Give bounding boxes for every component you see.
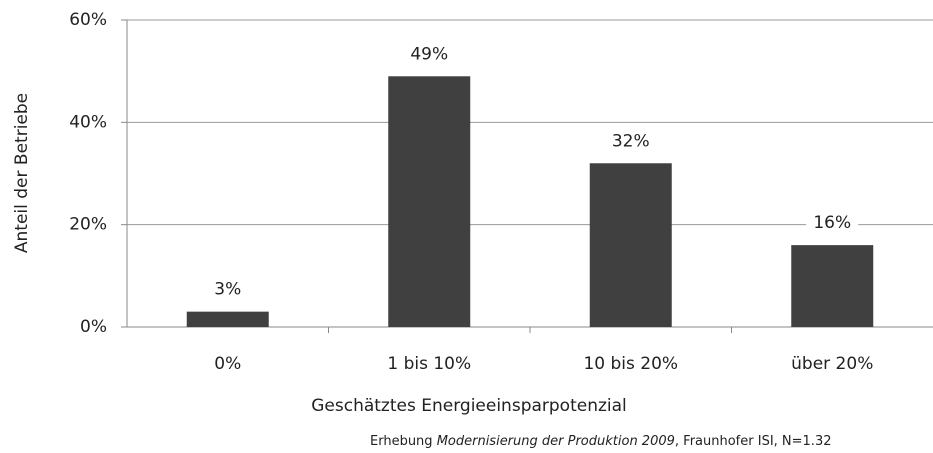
- data-label-bg: [806, 211, 859, 236]
- data-label-bg: [604, 129, 657, 154]
- bar: [186, 311, 269, 327]
- bar: [388, 76, 471, 328]
- x-tick-label: über 20%: [791, 354, 873, 374]
- source-text: , Fraunhofer ISI, N=1.32: [675, 434, 832, 449]
- data-label: 16%: [813, 213, 851, 233]
- x-tick-label: 0%: [214, 354, 241, 374]
- data-label: 32%: [612, 131, 650, 151]
- x-tick-label: 10 bis 20%: [583, 354, 678, 374]
- source-text: Modernisierung der Produktion 2009: [437, 434, 675, 449]
- bar: [589, 163, 672, 327]
- source-text: Erhebung: [370, 434, 437, 449]
- x-axis-label: Geschätztes Energieeinsparpotenzial: [311, 396, 627, 416]
- y-tick-label: 60%: [69, 10, 107, 30]
- data-label-bg: [201, 277, 254, 302]
- y-tick-label: 40%: [69, 112, 107, 132]
- data-label-bg: [403, 42, 456, 67]
- source-note: Erhebung Modernisierung der Produktion 2…: [370, 434, 831, 449]
- x-tick-label: 1 bis 10%: [387, 354, 471, 374]
- y-tick-label: 20%: [69, 215, 107, 235]
- bar: [791, 245, 874, 327]
- y-axis-label: Anteil der Betriebe: [12, 93, 32, 253]
- data-label: 3%: [214, 280, 241, 300]
- data-label: 49%: [410, 44, 448, 64]
- y-tick-label: 0%: [80, 317, 107, 337]
